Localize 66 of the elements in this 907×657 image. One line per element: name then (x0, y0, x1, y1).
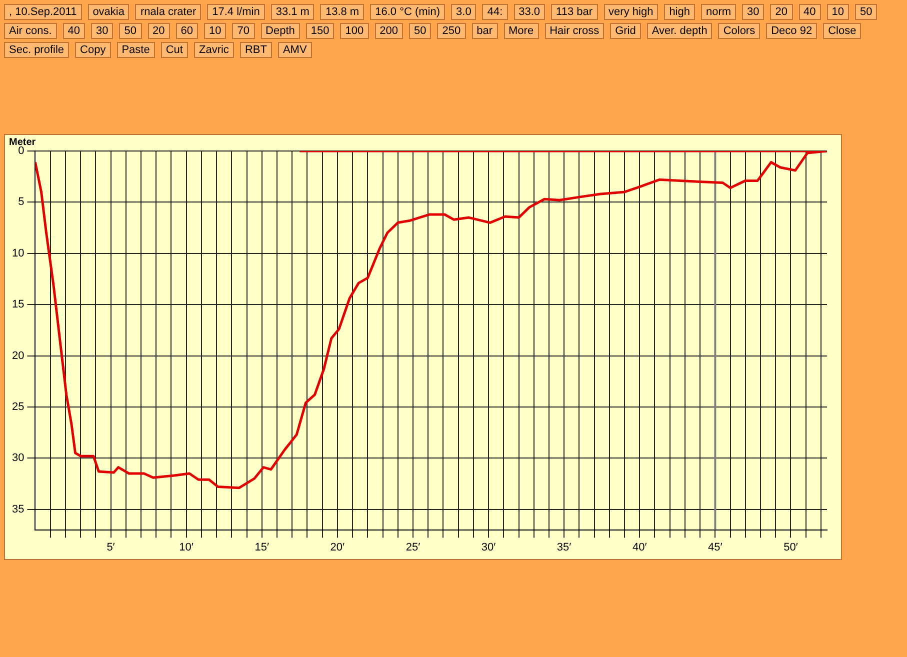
text: 150 (306, 23, 334, 39)
text: 250 (437, 23, 466, 39)
text: AMV (278, 42, 312, 58)
text: norm (700, 4, 736, 20)
text: 33.0 (514, 4, 546, 20)
text: 60 (176, 23, 198, 39)
text: Deco 92 (766, 23, 818, 39)
x-tick-label: 20′ (330, 541, 345, 554)
text: 13.8 m (320, 4, 364, 20)
y-tick-label: 25 (12, 400, 24, 413)
text: Close (823, 23, 862, 39)
x-tick-label: 45′ (708, 541, 722, 554)
y-tick-label: 10 (12, 247, 24, 260)
text: Hair cross (544, 23, 604, 39)
text: 20 (770, 4, 793, 20)
text: 113 bar (551, 4, 598, 20)
y-tick-label: 5 (18, 196, 24, 208)
text: Depth (260, 23, 300, 39)
text: 40 (798, 4, 821, 20)
text: 16.0 °C (min) (370, 4, 446, 20)
text: high (664, 4, 695, 20)
text: bar (472, 23, 498, 39)
text: 10 (826, 4, 850, 20)
x-tick-label: 35′ (556, 541, 572, 554)
text: Colors (718, 23, 760, 39)
text: 50 (408, 23, 432, 39)
text: Aver. depth (646, 23, 712, 39)
text: Copy (75, 42, 111, 58)
text: More (504, 23, 539, 39)
text: 70 (232, 23, 255, 39)
text: ovakia (88, 4, 130, 20)
text: RBT (240, 42, 272, 58)
y-tick-label: 30 (12, 452, 24, 464)
text: Zavric (194, 42, 234, 58)
text: 100 (340, 23, 369, 39)
x-tick-label: 50′ (784, 541, 798, 554)
x-tick-label: 40′ (632, 541, 647, 554)
y-tick-label: 15 (12, 298, 24, 311)
text: 20 (148, 23, 170, 39)
x-tick-label: 10′ (179, 541, 194, 554)
text: 44: (482, 4, 508, 20)
text: Air cons. (4, 23, 57, 39)
text: , 10.Sep.2011 (4, 4, 82, 20)
x-tick-label: 30′ (481, 541, 496, 554)
text: 3.0 (451, 4, 476, 20)
text: 33.1 m (270, 4, 314, 20)
text: rnala crater (135, 4, 202, 20)
text: Paste (116, 42, 155, 58)
text: Grid (610, 23, 641, 39)
x-tick-label: 15′ (254, 541, 270, 554)
text: 50 (119, 23, 142, 39)
text: 30 (91, 23, 114, 39)
text: Cut (160, 42, 188, 58)
x-tick-label: 25′ (406, 541, 420, 554)
text: 17.4 l/min (207, 4, 265, 20)
text: 50 (855, 4, 878, 20)
y-tick-label: 20 (12, 350, 24, 362)
text: Sec. profile (4, 42, 70, 58)
text: 200 (374, 23, 403, 39)
y-tick-label: 35 (12, 503, 24, 516)
text: 30 (742, 4, 764, 20)
y-tick-label: 0 (18, 145, 24, 158)
text: 40 (62, 23, 86, 39)
text: very high (604, 4, 658, 20)
x-tick-label: 5′ (106, 541, 115, 554)
text: 10 (204, 23, 226, 39)
